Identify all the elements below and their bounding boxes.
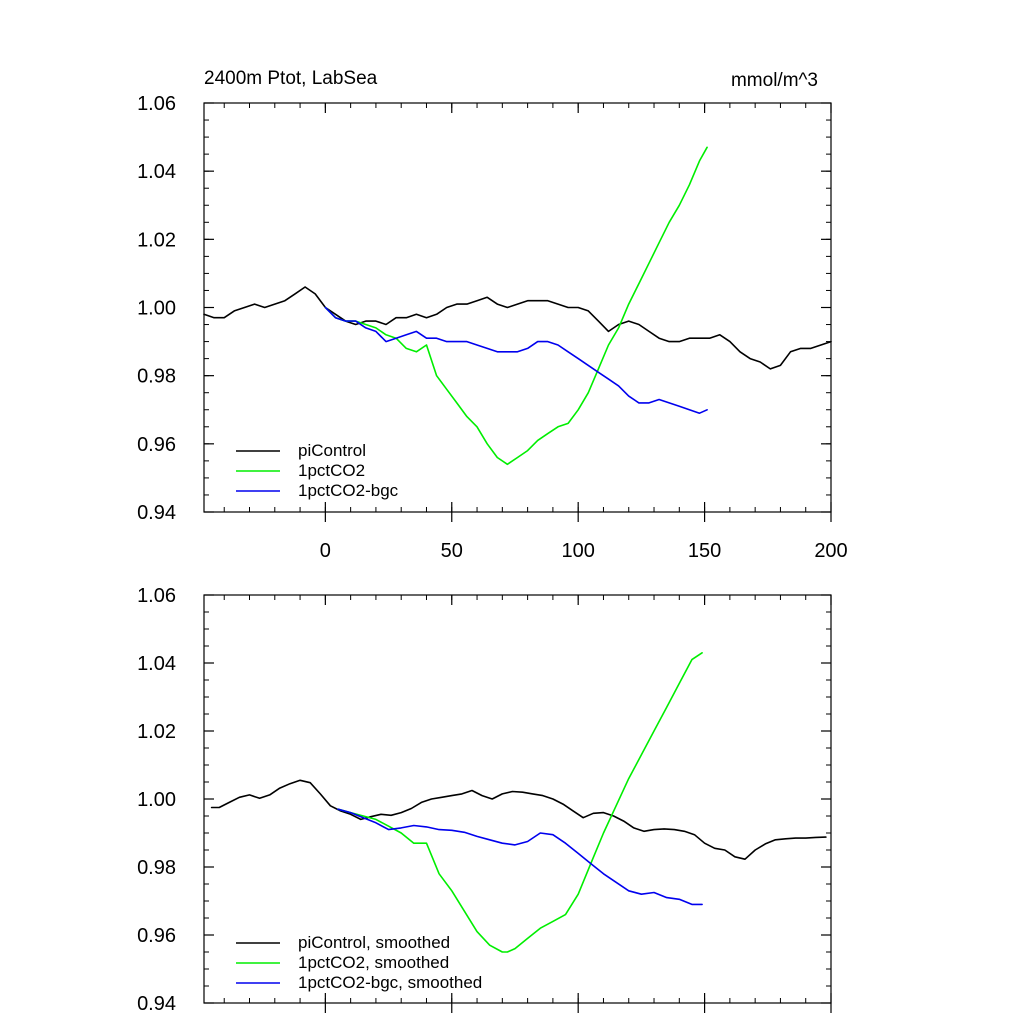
legend-label: 1pctCO2-bgc, smoothed bbox=[298, 973, 482, 992]
series-line-1pctco2 bbox=[324, 146, 708, 466]
y-tick-label: 1.06 bbox=[137, 93, 176, 115]
x-tick-label: 200 bbox=[814, 540, 847, 562]
x-tick-label: 0 bbox=[320, 540, 331, 562]
units-label: mmol/m^3 bbox=[731, 70, 818, 91]
series-line-1pctco2-bgc bbox=[324, 306, 708, 415]
y-tick-label: 0.94 bbox=[137, 993, 176, 1015]
y-tick-label: 0.94 bbox=[137, 502, 176, 524]
y-tick-label: 1.00 bbox=[137, 298, 176, 320]
series-line-1pctco2-bgc-smoothed bbox=[337, 808, 703, 906]
y-tick-label: 0.96 bbox=[137, 925, 176, 947]
y-tick-label: 1.04 bbox=[137, 161, 176, 183]
x-tick-label: 50 bbox=[441, 540, 463, 562]
series-line-picontrol bbox=[203, 286, 832, 370]
series-line-1pctco2-smoothed bbox=[337, 651, 703, 953]
legend-label: piControl bbox=[298, 441, 366, 460]
legend-label: piControl, smoothed bbox=[298, 933, 450, 952]
y-tick-label: 1.00 bbox=[137, 789, 176, 811]
y-tick-label: 1.06 bbox=[137, 585, 176, 607]
panel-bottom: 0.94 0.96 0.98 1.00 1.02 1.04 1.06 piControl, s… bbox=[137, 585, 832, 1015]
legend-label: 1pctCO2 bbox=[298, 461, 365, 480]
y-tick-label: 1.02 bbox=[137, 229, 176, 251]
legend-label: 1pctCO2, smoothed bbox=[298, 953, 449, 972]
y-tick-label: 1.02 bbox=[137, 721, 176, 743]
chart-title: 2400m Ptot, LabSea bbox=[204, 68, 378, 89]
y-tick-label: 1.04 bbox=[137, 653, 176, 675]
y-tick-label: 0.98 bbox=[137, 857, 176, 879]
y-tick-label: 0.96 bbox=[137, 434, 176, 456]
y-tick-label: 0.98 bbox=[137, 366, 176, 388]
series-line-picontrol-smoothed bbox=[210, 779, 827, 861]
panel-top: 0.94 0.96 0.98 1.00 1.02 1.04 1.06 0 50 100 150 200… bbox=[137, 93, 848, 562]
x-tick-label: 100 bbox=[561, 540, 594, 562]
legend-label: 1pctCO2-bgc bbox=[298, 481, 399, 500]
x-tick-label: 150 bbox=[688, 540, 721, 562]
